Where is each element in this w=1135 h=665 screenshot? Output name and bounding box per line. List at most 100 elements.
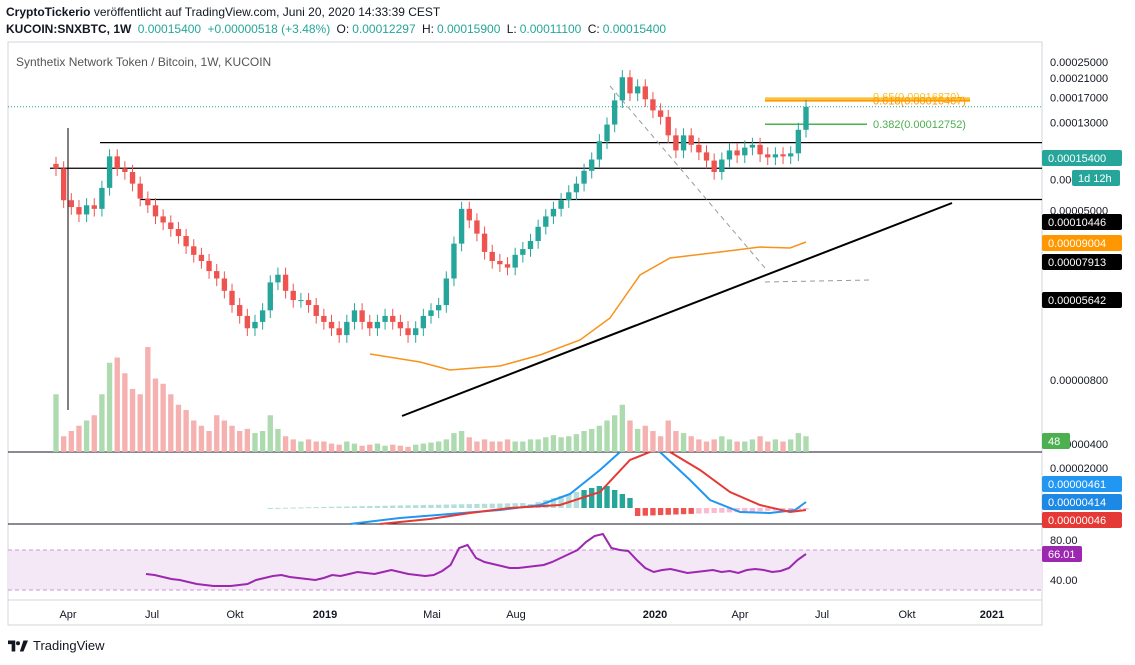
- candle-body: [504, 264, 511, 268]
- macd-histogram-bar: [550, 498, 557, 508]
- candle-body: [351, 310, 358, 322]
- time-tick-label: Aug: [506, 609, 526, 621]
- candle-body: [611, 100, 618, 125]
- candle-body: [313, 305, 319, 316]
- macd-histogram-bar: [566, 494, 572, 508]
- candle-body: [91, 205, 97, 209]
- macd-histogram-bar: [703, 508, 710, 514]
- volume-bar: [137, 394, 143, 452]
- macd-histogram-bar: [673, 508, 679, 515]
- candle-body: [275, 274, 281, 283]
- candle-body: [290, 290, 296, 301]
- macd-histogram-bar: [795, 508, 802, 510]
- last-price: 0.00015400: [137, 22, 202, 36]
- volume-bar: [474, 441, 480, 452]
- candle-body: [428, 310, 434, 316]
- candle-body: [627, 77, 633, 94]
- macd-histogram-bar: [443, 504, 449, 508]
- candle-body: [520, 249, 526, 255]
- time-tick-label: 2019: [313, 609, 337, 621]
- macd-line-2: [659, 451, 807, 515]
- volume-bar: [726, 439, 733, 452]
- volume-bar: [60, 436, 67, 452]
- macd-histogram-bar: [458, 504, 465, 508]
- macd-histogram-bar: [275, 507, 281, 509]
- volume-bar: [290, 439, 296, 452]
- volume-bar: [305, 439, 312, 452]
- volume-bar: [788, 439, 794, 452]
- macd-histogram-bar: [351, 506, 358, 508]
- candle-body: [696, 144, 702, 153]
- candle-body: [788, 153, 794, 157]
- macd-histogram-bar: [543, 500, 549, 508]
- candle-body: [757, 144, 763, 155]
- time-tick-label: Jul: [815, 609, 829, 621]
- symbol-label[interactable]: KUCOIN:SNXBTC, 1W: [6, 22, 132, 36]
- price-badge-label: 0.00010446: [1048, 217, 1106, 229]
- volume-bar: [282, 436, 289, 452]
- volume-bar: [83, 420, 90, 452]
- candle-body: [137, 183, 143, 199]
- tradingview-logo-icon: [8, 640, 28, 651]
- macd-histogram-bar: [627, 498, 633, 508]
- time-tick-label: Jul: [145, 609, 159, 621]
- candle-body: [298, 300, 304, 302]
- price-tick-label: 0.00017000: [1050, 93, 1108, 105]
- candle-body: [512, 254, 518, 268]
- price-tick-label: 0.00013000: [1050, 117, 1108, 129]
- volume-bar: [611, 415, 618, 452]
- volume-bar: [229, 425, 235, 452]
- candle-body: [198, 254, 205, 261]
- candle-body: [550, 208, 557, 217]
- price-badge: [1042, 433, 1070, 449]
- time-tick-label: 2021: [980, 609, 1004, 621]
- volume-bar: [175, 404, 182, 452]
- volume-bar: [252, 433, 258, 452]
- macd-histogram-bar: [359, 506, 365, 508]
- macd-histogram-bar: [680, 508, 687, 515]
- trendline: [401, 202, 953, 417]
- volume-bar: [719, 436, 725, 452]
- volume-bar: [765, 441, 771, 452]
- volume-bar: [566, 436, 572, 452]
- candle-body: [581, 170, 587, 184]
- volume-bar: [168, 394, 174, 452]
- candle-body: [336, 328, 342, 336]
- candle-body: [688, 135, 694, 145]
- time-tick-label: Mai: [423, 609, 441, 621]
- volume-bar: [803, 436, 809, 452]
- volume-bar: [336, 444, 342, 452]
- macd-histogram-bar: [413, 505, 419, 508]
- macd-histogram-bar: [489, 503, 495, 508]
- macd-histogram-bar: [344, 506, 350, 508]
- candle-body: [191, 246, 197, 255]
- volume-bar: [481, 439, 488, 452]
- price-badge-label: 0.00005642: [1048, 295, 1106, 307]
- macd-badge: [1042, 494, 1122, 510]
- macd-histogram-bar: [481, 503, 488, 508]
- macd-histogram-bar: [742, 508, 748, 512]
- open-value: 0.00012297: [352, 22, 416, 36]
- macd-histogram-bar: [757, 508, 763, 512]
- candle-body: [60, 168, 67, 201]
- volume-bar: [236, 431, 243, 452]
- volume-bar: [259, 431, 266, 452]
- candle-body: [489, 251, 495, 261]
- publisher-name[interactable]: CryptoTickerio: [6, 5, 91, 19]
- macd-histogram-bar: [749, 508, 756, 512]
- candle-body: [726, 150, 733, 160]
- volume-bar: [99, 394, 105, 452]
- candle-body: [382, 315, 388, 322]
- macd-histogram-bar: [634, 508, 641, 516]
- volume-bar: [351, 443, 358, 452]
- dashed-projection-line: [764, 279, 871, 283]
- tradingview-brand[interactable]: TradingView: [8, 638, 105, 653]
- candle-body: [481, 233, 488, 252]
- macd-tick-label: 0.00002000: [1050, 463, 1108, 475]
- time-tick-label: Apr: [59, 609, 76, 621]
- macd-histogram-bar: [497, 503, 503, 508]
- macd-histogram-bar: [696, 508, 702, 514]
- macd-histogram-bar: [726, 508, 733, 513]
- volume-bar: [665, 420, 671, 452]
